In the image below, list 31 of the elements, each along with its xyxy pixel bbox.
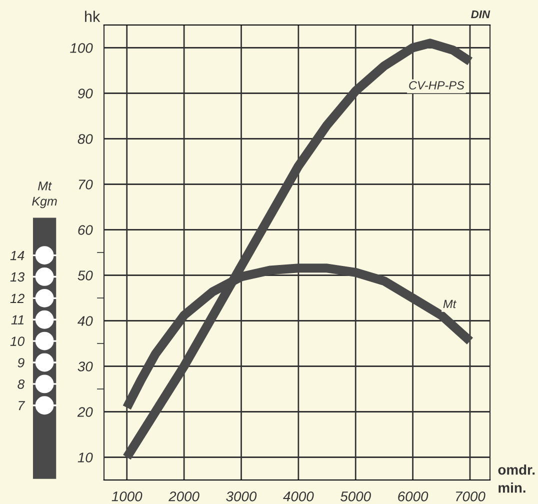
y2-tick-label: 11 xyxy=(11,315,24,324)
y-axis-title: hk xyxy=(85,10,100,22)
y-tick-label: 50 xyxy=(78,270,93,280)
y2-tick-label: 7 xyxy=(18,401,26,410)
series-label: CV-HP-PS xyxy=(409,81,464,90)
y-tick-label: 90 xyxy=(78,88,93,98)
x-tick-label: 7000 xyxy=(456,491,486,502)
y-tick-label: 80 xyxy=(78,134,93,144)
y2-tick-label: 9 xyxy=(18,358,24,368)
x-tick-label: 3000 xyxy=(226,491,257,502)
y2-tick-label: 12 xyxy=(10,294,24,303)
y-tick-label: 60 xyxy=(78,225,93,235)
series-label: Mt xyxy=(443,300,457,308)
y-tick-label: 30 xyxy=(78,362,93,372)
y-tick-label: 40 xyxy=(78,316,93,326)
x-tick-label: 4000 xyxy=(283,491,314,502)
y2-tick-label: 14 xyxy=(10,250,24,260)
y-tick-label: 20 xyxy=(77,407,93,417)
y2-axis-title: Mt Kgm xyxy=(32,182,57,208)
y2-tick-label: 13 xyxy=(10,272,25,282)
x-tick-label: 6000 xyxy=(398,491,428,502)
y-tick-label: 100 xyxy=(70,43,93,53)
text: DIN xyxy=(471,10,490,18)
x-tick-label: 2000 xyxy=(168,491,200,502)
x-axis-title: omdr. min. xyxy=(498,464,535,493)
y-tick-label: 70 xyxy=(78,180,93,190)
x-tick-label: 1000 xyxy=(112,491,142,502)
y-tick-label: 10 xyxy=(78,452,93,462)
x-tick-label: 5000 xyxy=(340,491,371,502)
y2-tick-label: 8 xyxy=(18,380,25,389)
y2-tick-label: 10 xyxy=(10,336,25,346)
